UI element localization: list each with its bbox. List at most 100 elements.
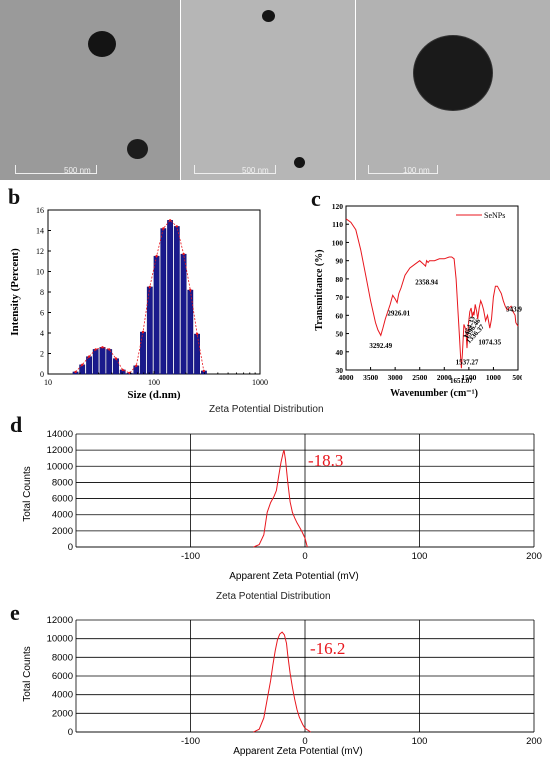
y-tick-label: 6000: [52, 671, 73, 682]
nanoparticle: [414, 36, 492, 110]
fit-curve-point: [135, 364, 138, 367]
peak-annotation: 1074.35: [478, 339, 501, 347]
peak-annotation: 1651.07: [450, 377, 473, 385]
y-axis-label: Total Counts: [22, 646, 33, 702]
nanoparticle: [294, 157, 305, 168]
x-axis-label: Apparent Zeta Potential (mV): [233, 746, 363, 757]
histogram-bar: [167, 220, 173, 375]
y-tick-label: 12: [36, 247, 44, 256]
histogram-bar: [99, 347, 106, 375]
scale-bar-label: 500 nm: [64, 166, 91, 175]
x-tick-label: 100: [412, 551, 428, 562]
fit-curve-point: [155, 254, 158, 258]
fit-curve-point: [101, 346, 104, 349]
y-tick-label: 2: [40, 350, 44, 359]
histogram-bar: [140, 331, 146, 375]
histogram-bar: [180, 253, 187, 375]
panel-label-d: d: [10, 412, 23, 437]
x-tick-label: 10: [44, 378, 52, 387]
ftir-spectrum-line: [345, 218, 519, 369]
fit-curve-point: [87, 355, 91, 358]
y-tick-label: 14000: [47, 429, 73, 440]
y-tick-label: 10000: [47, 461, 73, 472]
y-tick-label: 2000: [52, 526, 73, 537]
y-tick-label: 100: [332, 238, 344, 247]
y-tick-label: 120: [332, 202, 344, 211]
fit-curve-point: [81, 363, 84, 366]
tem-image-2: 500 nm: [181, 0, 355, 180]
x-axis-label: Wavenumber (cm⁻¹): [390, 388, 478, 399]
y-axis-label: Intensity (Percent): [9, 248, 21, 336]
y-tick-label: 16: [36, 206, 44, 215]
x-tick-label: 3500: [363, 373, 378, 382]
fit-curve-point: [121, 368, 124, 372]
y-tick-label: 70: [336, 293, 344, 302]
peak-annotation: 543.93: [506, 306, 522, 314]
scale-bar-label: 500 nm: [242, 166, 269, 175]
y-tick-label: 2000: [52, 708, 73, 719]
peak-annotation: 1537.27: [456, 359, 479, 367]
fit-curve-point: [108, 348, 111, 351]
x-axis-label: Apparent Zeta Potential (mV): [229, 571, 359, 582]
y-axis-label: Transmittance (%): [314, 249, 325, 330]
fit-curve-point: [162, 227, 165, 230]
fit-curve-point: [168, 219, 172, 222]
peak-annotation: 3292.49: [369, 342, 392, 350]
peak-value-label: -16.2: [310, 639, 345, 658]
scale-bar: [368, 165, 438, 174]
zeta-chart-e: 0 2000 4000 6000 8000 10000 12000 -100 0 100 200 -…: [22, 615, 542, 757]
y-tick-label: 0: [68, 727, 73, 738]
y-tick-label: 8: [40, 288, 44, 297]
x-tick-label: 0: [302, 551, 307, 562]
x-tick-label: 200: [526, 736, 542, 747]
y-tick-label: 0: [68, 542, 73, 553]
histogram-bar: [160, 228, 167, 375]
scale-bar-label: 100 nm: [403, 166, 430, 175]
y-tick-label: 6000: [52, 494, 73, 505]
nanoparticle: [88, 31, 116, 57]
fit-curve-point: [202, 369, 205, 373]
histogram-bar: [146, 286, 153, 375]
zeta-chart-d: 0 2000 4000 6000 8000 10000 12000 14000 -100 0 100…: [22, 429, 542, 582]
y-tick-label: 40: [336, 348, 344, 357]
y-tick-label: 8000: [52, 652, 73, 663]
tem-image-row: 500 nm 500 nm 100 nm: [0, 0, 550, 180]
panel-label-c: c: [311, 186, 321, 211]
histogram-bar: [113, 358, 119, 375]
y-tick-label: 10: [36, 268, 44, 277]
y-tick-label: 10000: [47, 634, 73, 645]
panel-label-b: b: [8, 184, 21, 209]
histogram-bar: [92, 349, 99, 375]
y-tick-label: 4000: [52, 690, 73, 701]
peak-annotation: 2926.01: [387, 309, 410, 317]
fit-curve-point: [114, 357, 118, 360]
x-tick-label: 1500: [461, 373, 476, 382]
y-tick-label: 4: [40, 329, 44, 338]
y-tick-label: 80: [336, 275, 344, 284]
plot-frame: [345, 205, 519, 371]
zeta-distribution-line: [253, 449, 308, 548]
dls-size-chart: 0 2 4 6 8 10 12 14 16 10 100 1000 Intensity (Percen…: [9, 206, 268, 400]
y-tick-label: 50: [336, 330, 344, 339]
x-axis-label: Size (d.nm): [127, 389, 181, 400]
nanoparticle: [262, 10, 275, 22]
panel-label-e: e: [10, 600, 20, 625]
fit-curve-point: [141, 330, 145, 334]
x-tick-label: 2000: [437, 373, 452, 382]
peak-annotation: 2358.94: [415, 278, 438, 286]
chart-title: Zeta Potential Distribution: [209, 404, 324, 415]
y-tick-label: 12000: [47, 445, 73, 456]
x-tick-label: 4000: [339, 373, 354, 382]
y-tick-label: 4000: [52, 510, 73, 521]
tem-image-3: 100 nm: [356, 0, 550, 180]
legend-label: SeNPs: [484, 211, 505, 220]
x-tick-label: 1000: [486, 373, 501, 382]
y-tick-label: 30: [336, 366, 344, 375]
x-tick-label: -100: [181, 551, 200, 562]
x-tick-label: 0: [302, 736, 307, 747]
fit-curve-point: [148, 285, 151, 289]
y-tick-label: 90: [336, 257, 344, 266]
histogram-bar: [106, 349, 113, 375]
x-tick-label: 2500: [412, 373, 427, 382]
y-axis-label: Total Counts: [22, 466, 33, 522]
